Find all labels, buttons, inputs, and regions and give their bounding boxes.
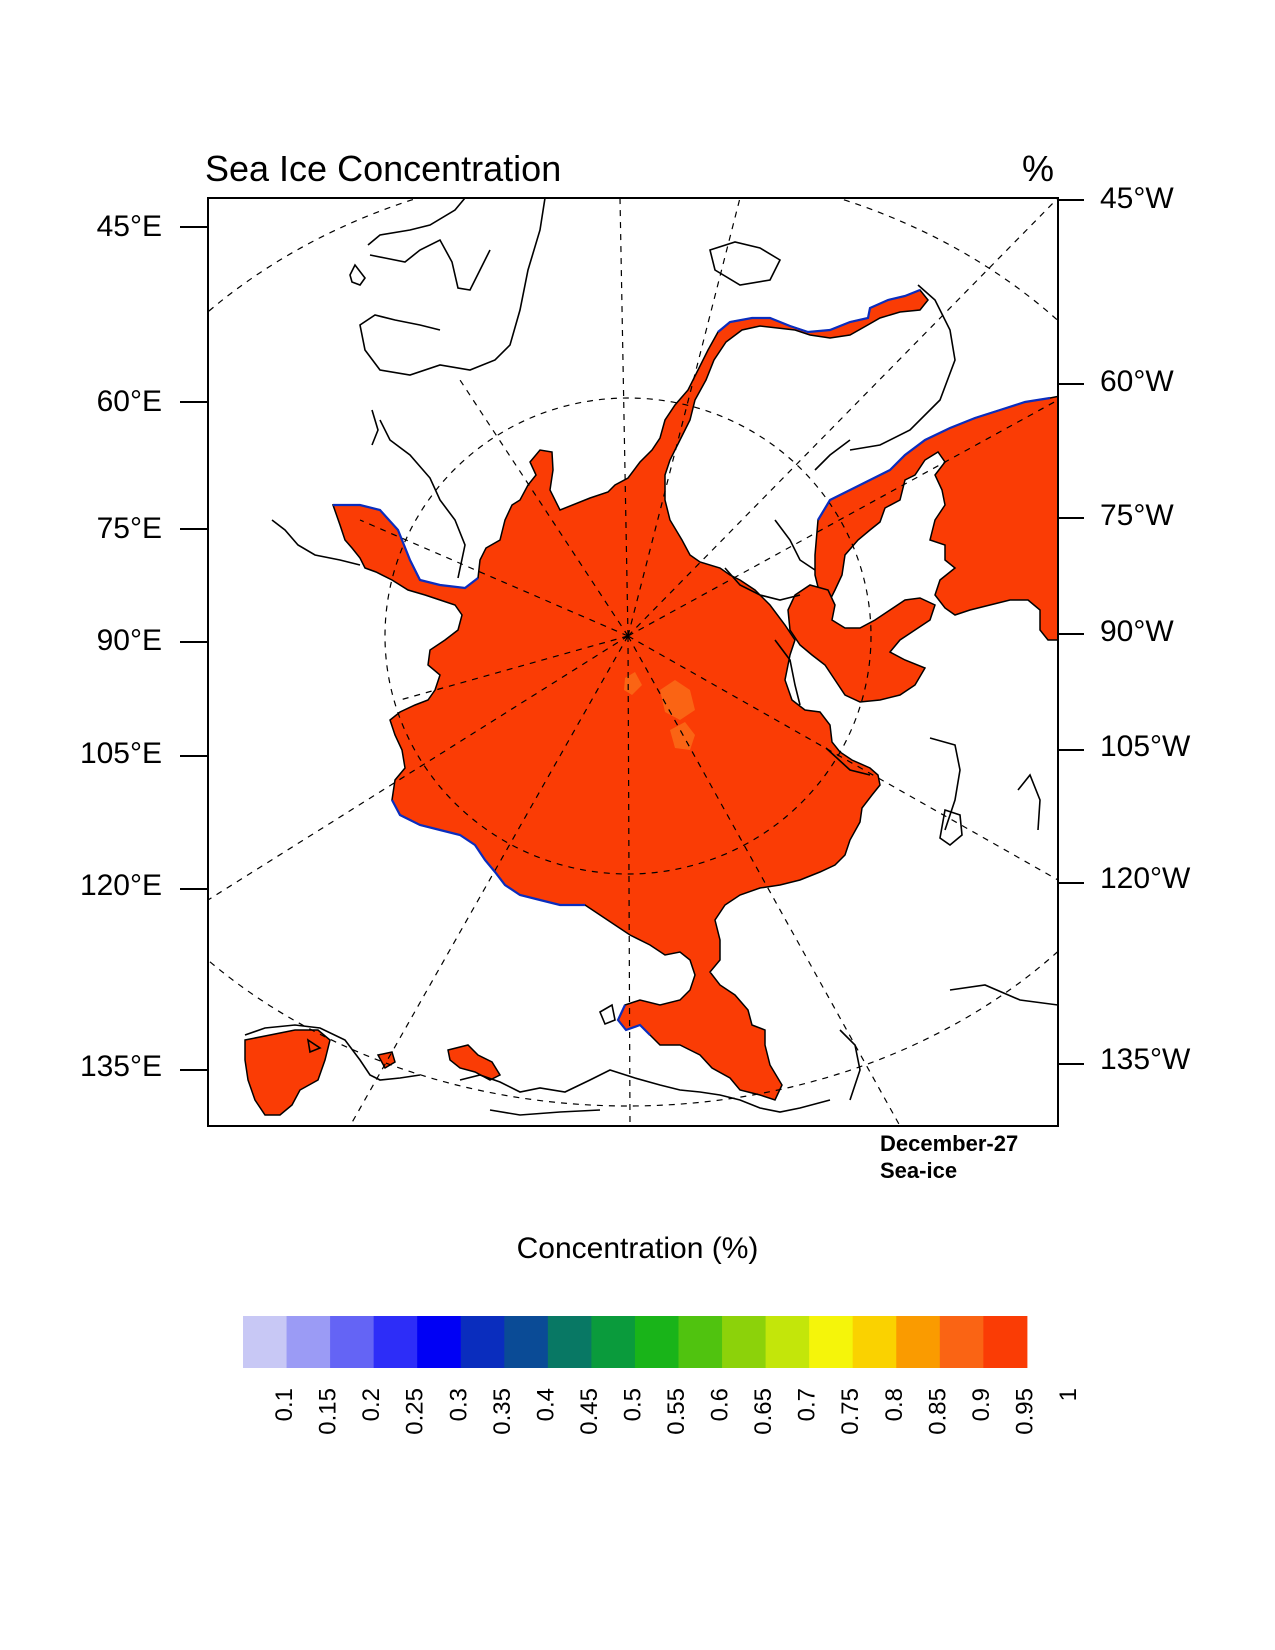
sea-ice-fragment-1 [447, 1044, 502, 1081]
graticule [208, 198, 1058, 1126]
lon-label-right-6: 120°W [1100, 862, 1191, 895]
sea-ice-okhotsk [244, 1029, 331, 1116]
colorbar-tick-label: 0.95 [1011, 1388, 1038, 1435]
ice-edge-contours [333, 288, 1051, 1036]
colorbar-swatch [939, 1316, 984, 1368]
colorbar-swatch [591, 1316, 636, 1368]
lon-label-right-5: 105°W [1100, 730, 1191, 763]
colorbar-swatch [983, 1316, 1028, 1368]
colorbar-swatch [678, 1316, 723, 1368]
colorbar-swatch [547, 1316, 592, 1368]
lon-label-left-6: 120°E [79, 869, 162, 902]
colorbar-swatch [896, 1316, 941, 1368]
colorbar-tick-label: 0.75 [837, 1388, 864, 1435]
colorbar-swatch [286, 1316, 331, 1368]
lon-label-right-2: 60°W [1100, 365, 1174, 398]
sea-ice-main [331, 289, 929, 1101]
sea-ice-partial-2 [670, 722, 695, 750]
colorbar-swatch [373, 1316, 418, 1368]
colorbar-swatch [417, 1316, 462, 1368]
units-label: % [1022, 148, 1055, 189]
variable-label: Sea-ice [880, 1158, 958, 1183]
colorbar-tick-label: 0.3 [445, 1388, 472, 1421]
colorbar-tick-label: 0.35 [489, 1388, 516, 1435]
colorbar-tick-label: 0.7 [794, 1388, 821, 1421]
lon-label-left-1: 45°E [96, 210, 162, 243]
sea-ice-fragment-2 [376, 1051, 396, 1070]
colorbar-swatch [634, 1316, 679, 1368]
lon-label-left-3: 75°E [96, 512, 162, 545]
colorbar-swatch [722, 1316, 767, 1368]
lon-label-right-1: 45°W [1100, 182, 1174, 215]
colorbar-swatch [460, 1316, 505, 1368]
coastlines [244, 198, 1058, 1116]
lon-label-left-2: 60°E [96, 385, 162, 418]
colorbar-swatch [243, 1316, 288, 1368]
lon-label-right-3: 75°W [1100, 499, 1174, 532]
tick-marks [180, 199, 1084, 1071]
colorbar-tick-label: 0.9 [968, 1388, 995, 1421]
lon-label-left-7: 135°E [79, 1050, 162, 1083]
colorbar-tick-label: 0.4 [532, 1388, 559, 1421]
colorbar-tick-label: 0.1 [271, 1388, 298, 1421]
colorbar-swatch [852, 1316, 897, 1368]
colorbar-tick-label: 0.85 [924, 1388, 951, 1435]
map-content [208, 198, 1058, 1126]
colorbar-tick-label: 0.25 [402, 1388, 429, 1435]
colorbar-tick-label: 0.65 [750, 1388, 777, 1435]
colorbar-tick-label: 0.15 [315, 1388, 342, 1435]
lon-label-right-7: 135°W [1100, 1043, 1191, 1076]
colorbar-tick-label: 0.8 [881, 1388, 908, 1421]
colorbar: 0.1 0.15 0.2 0.25 0.3 0.35 0.4 0.45 0.5 0.55 0.6 0.… [243, 1316, 1082, 1435]
colorbar-tick-label: 0.45 [576, 1388, 603, 1435]
colorbar-title: Concentration (%) [516, 1232, 759, 1265]
colorbar-tick-label: 0.2 [358, 1388, 385, 1421]
colorbar-swatch [765, 1316, 810, 1368]
date-label: December-27 [880, 1131, 1019, 1156]
colorbar-tick-label: 1 [1055, 1388, 1082, 1401]
lon-label-left-5: 105°E [79, 737, 162, 770]
lon-label-right-4: 90°W [1100, 615, 1174, 648]
lon-label-left-4: 90°E [96, 624, 162, 657]
colorbar-swatch [504, 1316, 549, 1368]
plot-frame [207, 197, 1059, 1127]
colorbar-swatch [809, 1316, 854, 1368]
sea-ice-archipelago [787, 584, 936, 703]
colorbar-tick-label: 0.5 [619, 1388, 646, 1421]
colorbar-tick-label: 0.6 [707, 1388, 734, 1421]
colorbar-tick-label: 0.55 [663, 1388, 690, 1435]
plot-title: Sea Ice Concentration [205, 148, 562, 189]
sea-ice-east [814, 395, 1058, 641]
colorbar-swatch [330, 1316, 375, 1368]
